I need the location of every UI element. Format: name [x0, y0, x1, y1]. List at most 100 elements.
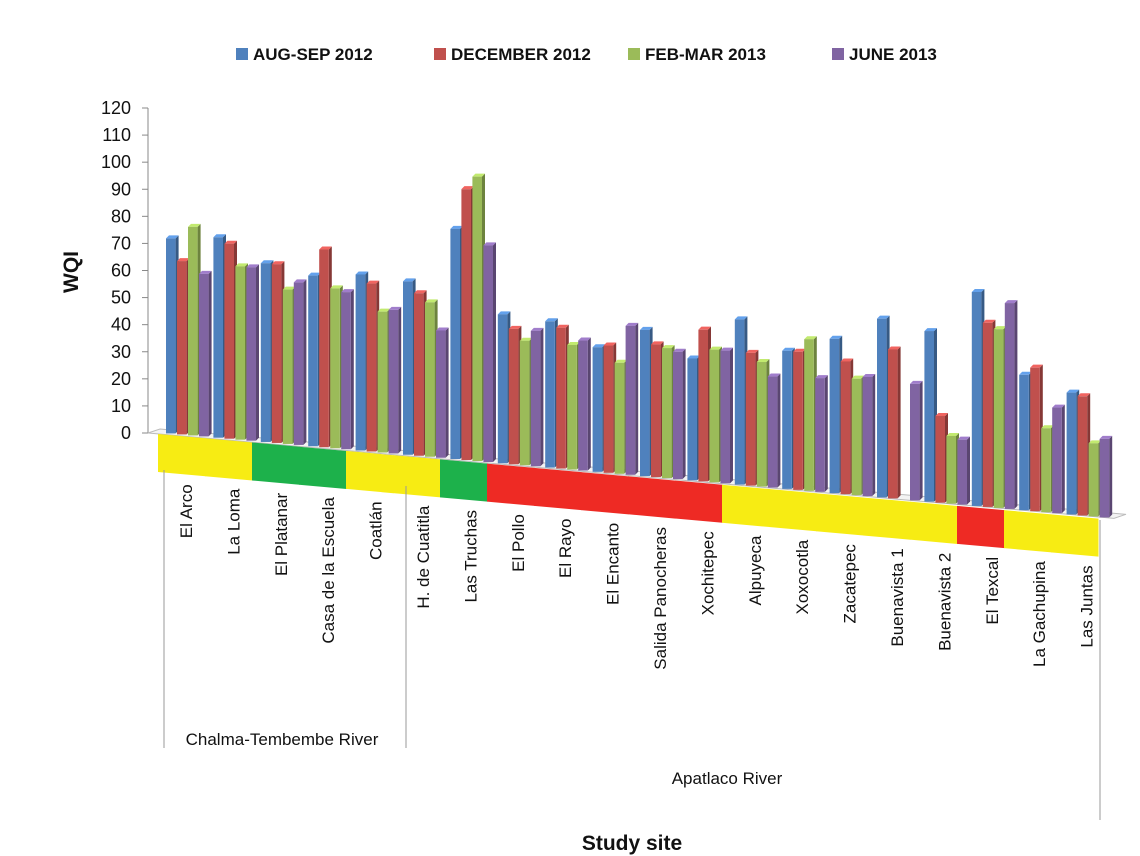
x-tick-label-el-texcal: El Texcal	[983, 557, 1002, 625]
bar-alpuyeca-december-2012	[745, 349, 759, 486]
x-tick-label-el-rayo: El Rayo	[556, 518, 575, 578]
bar-casa-de-la-escuela-aug-sep-2012-front	[308, 275, 318, 447]
bar-salida-panocheras-aug-sep-2012-front	[640, 329, 650, 477]
bar-el-pollo-feb-mar-2013-top	[519, 337, 533, 341]
bar-la-loma-feb-mar-2013-top	[235, 263, 248, 267]
bar-el-encanto-aug-sep-2012-front	[592, 347, 603, 472]
bar-buenavista-1-june-2013	[910, 380, 923, 501]
bar-xoxocotla-december-2012-top	[793, 348, 806, 352]
bar-coatl-n-december-2012	[366, 280, 380, 452]
bar-las-truchas-june-2013-side	[493, 242, 496, 462]
bar-la-gachupina-december-2012	[1030, 364, 1043, 512]
bar-las-juntas-aug-sep-2012-top	[1066, 389, 1080, 393]
group-label-apatlaco: Apatlaco River	[672, 769, 783, 788]
bar-el-arco-aug-sep-2012	[166, 235, 179, 434]
bar-el-rayo-june-2013-side	[587, 337, 591, 471]
bar-la-loma-june-2013-front	[246, 267, 256, 441]
bar-el-platanar-feb-mar-2013-top	[282, 286, 296, 290]
bar-coatl-n-aug-sep-2012-front	[355, 274, 366, 451]
bar-h-de-cuatitla-june-2013	[436, 327, 449, 458]
bar-buenavista-2-december-2012-top	[935, 413, 948, 417]
band-segment-coatl-n	[346, 450, 394, 494]
band-segment-casa-de-la-escuela	[299, 446, 347, 489]
bar-xoxocotla-june-2013	[815, 375, 828, 492]
bar-xoxocotla-december-2012	[793, 348, 806, 490]
bar-salida-panocheras-december-2012	[651, 341, 664, 478]
band-segment-la-gachupina	[1004, 510, 1052, 553]
bar-casa-de-la-escuela-june-2013	[341, 289, 354, 450]
bar-zacatepec-june-2013	[862, 373, 876, 497]
bar-el-texcal-feb-mar-2013	[993, 326, 1007, 508]
bar-el-rayo-feb-mar-2013	[567, 341, 580, 470]
bar-el-texcal-feb-mar-2013-top	[993, 326, 1007, 330]
bar-xoxocotla-aug-sep-2012-top	[782, 347, 795, 351]
bar-buenavista-2-june-2013-top	[957, 436, 970, 440]
y-tick-label: 40	[111, 315, 131, 335]
bar-el-platanar-december-2012-front	[271, 264, 282, 443]
bar-casa-de-la-escuela-december-2012-front	[319, 249, 329, 448]
band-segment-buenavista-2	[910, 501, 958, 544]
legend-label-aug-sep-2012: AUG-SEP 2012	[253, 45, 373, 64]
x-tick-label-h-de-cuatitla: H. de Cuatitla	[414, 505, 433, 609]
bar-el-pollo-feb-mar-2013	[519, 337, 533, 466]
bar-las-juntas-feb-mar-2013	[1088, 440, 1102, 517]
bar-la-gachupina-aug-sep-2012-front	[1019, 374, 1029, 511]
bar-casa-de-la-escuela-december-2012	[319, 246, 332, 448]
bar-xoxocotla-aug-sep-2012-front	[782, 350, 792, 489]
bar-las-juntas-aug-sep-2012-front	[1066, 392, 1077, 515]
bar-las-juntas-feb-mar-2013-top	[1088, 440, 1102, 444]
bar-salida-panocheras-feb-mar-2013-front	[662, 348, 672, 479]
x-tick-label-buenavista-1: Buenavista 1	[888, 548, 907, 646]
bar-las-truchas-feb-mar-2013-top	[472, 173, 485, 177]
bar-zacatepec-june-2013-side	[872, 373, 876, 497]
bar-la-loma-june-2013-side	[256, 264, 259, 441]
bar-casa-de-la-escuela-june-2013-front	[341, 292, 351, 450]
bar-el-arco-june-2013	[199, 270, 212, 437]
bar-el-texcal-june-2013-top	[1004, 300, 1018, 304]
bar-alpuyeca-aug-sep-2012-front	[734, 319, 745, 485]
bar-el-platanar-june-2013	[293, 279, 307, 445]
bar-buenavista-2-feb-mar-2013-top	[946, 432, 959, 436]
bar-el-texcal-december-2012-front	[982, 322, 993, 507]
bar-xoxocotla-feb-mar-2013-top	[804, 336, 817, 340]
bar-el-rayo-aug-sep-2012	[545, 318, 558, 468]
band-segment-el-rayo	[534, 467, 582, 511]
legend-swatch-aug-sep-2012	[236, 48, 248, 60]
bar-la-gachupina-june-2013	[1052, 404, 1065, 514]
bar-la-gachupina-feb-mar-2013-top	[1041, 425, 1054, 429]
bar-xochitepec-june-2013-top	[720, 347, 733, 351]
x-tick-label-alpuyeca: Alpuyeca	[746, 535, 765, 605]
bar-el-platanar-december-2012-top	[271, 261, 285, 265]
bar-la-loma-feb-mar-2013	[235, 263, 248, 440]
bar-xoxocotla-aug-sep-2012	[782, 347, 795, 489]
bar-casa-de-la-escuela-aug-sep-2012	[308, 272, 321, 447]
bar-el-pollo-aug-sep-2012-front	[497, 314, 508, 464]
bar-las-juntas-december-2012-front	[1077, 396, 1088, 516]
bar-el-rayo-december-2012-top	[556, 324, 569, 328]
bar-buenavista-2-feb-mar-2013-front	[946, 435, 956, 504]
bar-las-truchas-december-2012-top	[461, 186, 474, 190]
bar-las-juntas-december-2012	[1077, 393, 1091, 516]
legend-swatch-feb-mar-2013	[628, 48, 640, 60]
bar-las-truchas-feb-mar-2013	[472, 173, 485, 462]
bar-el-encanto-december-2012-top	[603, 342, 617, 346]
bar-las-truchas-aug-sep-2012-front	[450, 228, 460, 460]
bar-h-de-cuatitla-june-2013-top	[436, 327, 449, 331]
band-segment-h-de-cuatitla	[393, 455, 441, 498]
bar-el-texcal-june-2013-side	[1014, 300, 1018, 509]
bar-zacatepec-december-2012	[840, 358, 854, 495]
bar-el-platanar-feb-mar-2013-front	[282, 289, 293, 444]
bar-buenavista-1-aug-sep-2012	[877, 315, 890, 498]
bar-h-de-cuatitla-aug-sep-2012-front	[403, 281, 413, 455]
bar-xochitepec-feb-mar-2013-front	[709, 349, 719, 483]
band-segment-la-loma	[205, 438, 253, 481]
bar-xochitepec-june-2013	[720, 347, 733, 484]
bar-el-pollo-june-2013-side	[540, 327, 544, 467]
bar-el-arco-december-2012	[177, 258, 190, 435]
bar-coatl-n-feb-mar-2013-top	[377, 308, 391, 312]
y-axis-title: WQI	[60, 251, 83, 293]
bar-buenavista-1-june-2013-side	[919, 380, 923, 501]
bar-las-juntas-june-2013-top	[1099, 435, 1113, 439]
bar-el-texcal-december-2012	[982, 319, 996, 507]
bar-casa-de-la-escuela-feb-mar-2013-top	[330, 285, 343, 289]
